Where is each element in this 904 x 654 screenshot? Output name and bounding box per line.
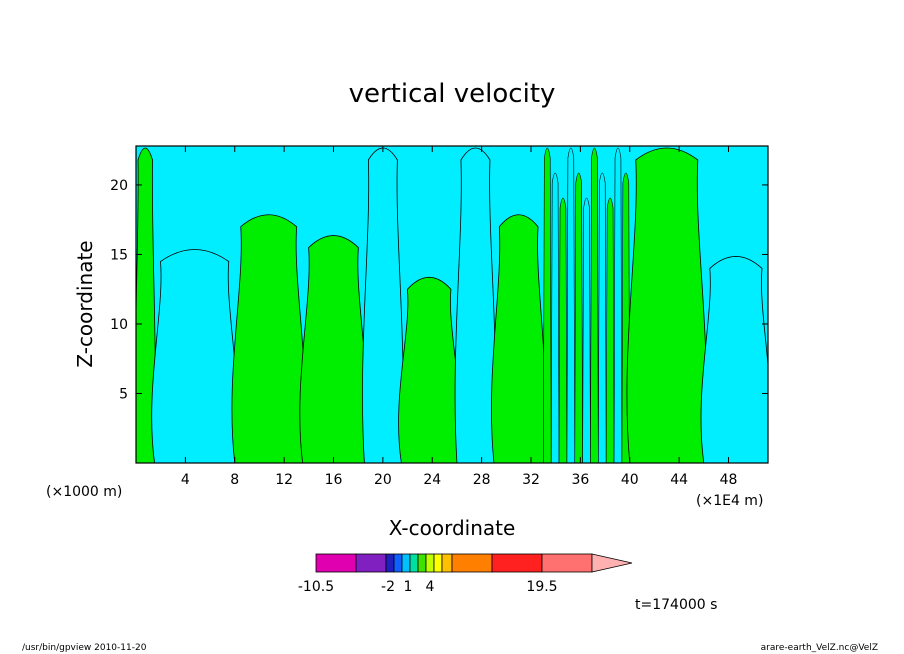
contour-region <box>491 214 547 463</box>
contour-region <box>362 147 404 463</box>
colorbar-cell <box>385 553 395 573</box>
contour-strip <box>543 147 552 463</box>
x-tick-label: 20 <box>374 472 392 488</box>
contour-strip <box>574 172 583 463</box>
x-tick-label: 12 <box>275 472 293 488</box>
colorbar-label: -2 <box>381 579 395 595</box>
footer-left: /usr/bin/gpview 2010-11-20 <box>22 643 147 653</box>
x-tick-label: 4 <box>181 472 190 488</box>
colorbar-label: -10.5 <box>298 579 334 595</box>
contour-strip <box>613 147 623 463</box>
contour-region <box>299 235 368 463</box>
contour-strip <box>590 147 599 463</box>
colorbar-arrow <box>591 553 633 573</box>
contour-region <box>700 256 768 463</box>
x-tick-label: 36 <box>571 472 589 488</box>
y-axis-label: Z-coordinate <box>73 240 97 367</box>
colorbar-cell <box>441 553 453 573</box>
x-ticks: 4 8 12 16 20 24 28 32 36 40 44 48 <box>181 146 738 488</box>
contour-region <box>151 249 238 463</box>
x-tick-label: 48 <box>720 472 738 488</box>
contour-region <box>398 276 461 463</box>
colorbar-label: 1 <box>404 579 413 595</box>
contour-strip <box>566 147 576 463</box>
y-tick-label: 5 <box>119 386 128 402</box>
plot-frame <box>135 145 769 464</box>
contour-strip <box>558 197 568 463</box>
colorbar-cell <box>417 553 427 573</box>
y-tick-label: 15 <box>110 247 128 263</box>
colorbar-cell <box>401 553 411 573</box>
colorbar-cell <box>541 553 593 573</box>
x-tick-label: 28 <box>473 472 491 488</box>
contour-regions <box>136 147 768 463</box>
contour-region <box>231 214 306 463</box>
x-tick-label: 8 <box>230 472 239 488</box>
colorbar-cell <box>409 553 419 573</box>
x-tick-label: 40 <box>621 472 639 488</box>
contour-region <box>136 147 156 463</box>
x-unit-right: (×1E4 m) <box>696 493 763 509</box>
x-tick-label: 24 <box>423 472 441 488</box>
colorbar-label: 4 <box>426 579 435 595</box>
y-tick-label: 10 <box>110 317 128 333</box>
x-unit-left: (×1000 m) <box>46 484 122 500</box>
contour-strip <box>582 197 591 463</box>
contour-strip <box>550 172 560 463</box>
time-label: t=174000 s <box>635 597 717 613</box>
chart-title: vertical velocity <box>349 79 556 109</box>
x-tick-label: 44 <box>670 472 688 488</box>
y-ticks: 5 10 15 20 <box>110 178 768 402</box>
colorbar-cell <box>393 553 403 573</box>
colorbar-cell <box>491 553 543 573</box>
contour-strip <box>605 197 615 463</box>
footer-right: arare-earth_VelZ.nc@VelZ <box>761 643 878 653</box>
colorbar-cell <box>315 553 357 573</box>
x-tick-label: 16 <box>325 472 343 488</box>
colorbar-cell <box>425 553 435 573</box>
contour-region <box>454 147 497 463</box>
colorbar-cell <box>451 553 493 573</box>
contour-region <box>626 147 708 463</box>
colorbar <box>315 553 633 573</box>
colorbar-labels: -10.5 -2 1 4 19.5 <box>298 579 558 595</box>
x-tick-label: 32 <box>522 472 540 488</box>
y-tick-label: 20 <box>110 178 128 194</box>
colorbar-label: 19.5 <box>526 579 557 595</box>
colorbar-cell <box>355 553 387 573</box>
x-axis-label: X-coordinate <box>389 516 516 540</box>
colorbar-cell <box>433 553 443 573</box>
contour-strip <box>598 172 607 463</box>
